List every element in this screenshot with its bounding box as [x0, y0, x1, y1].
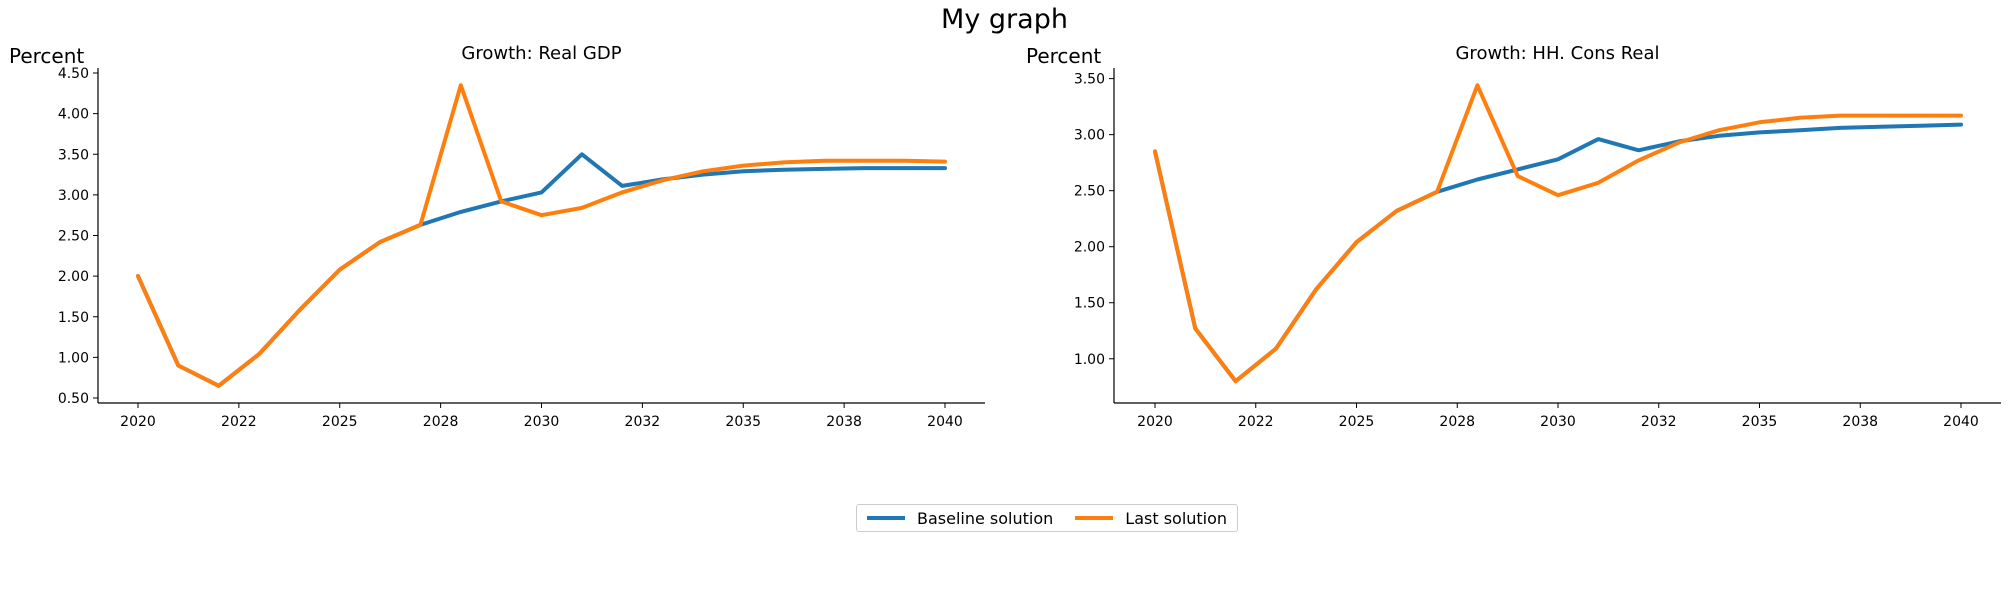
gdp-series-last [136, 83, 947, 388]
cons-ytick-label-5: 3.50 [1074, 72, 1105, 88]
right-chart-title: Growth: HH. Cons Real [1455, 43, 1660, 64]
gdp-xtick-label-2: 2025 [322, 414, 358, 430]
cons-xtick-label-6: 2035 [1742, 414, 1778, 430]
gdp-xtick-label-1: 2022 [221, 414, 257, 430]
cons-ytick-label-3: 2.50 [1074, 184, 1105, 200]
gdp-ytick-label-1: 1.00 [58, 350, 89, 366]
gdp-ytick-label-3: 2.00 [58, 269, 89, 285]
figure-title: My graph [941, 4, 1068, 35]
gdp-ytick-label-4: 2.50 [58, 229, 89, 245]
right-chart-ylabel: Percent [1026, 44, 1102, 68]
legend: Baseline solution Last solution [856, 504, 1239, 532]
cons-series-baseline [1153, 122, 1963, 384]
legend-label-baseline: Baseline solution [917, 508, 1054, 528]
cons-xtick-label-7: 2038 [1842, 414, 1878, 430]
gdp-xtick-label-4: 2030 [524, 414, 560, 430]
gdp-xtick-label-5: 2032 [625, 414, 661, 430]
legend-item-last: Last solution [1075, 509, 1227, 528]
cons-xtick-label-1: 2022 [1238, 414, 1274, 430]
legend-item-baseline: Baseline solution [867, 509, 1053, 528]
gdp-ytick-label-7: 4.00 [58, 107, 89, 123]
gdp-xtick-label-8: 2040 [927, 414, 963, 430]
gdp-xtick-label-7: 2038 [826, 414, 862, 430]
cons-xtick-label-5: 2032 [1641, 414, 1677, 430]
gdp-ytick-label-5: 3.00 [58, 188, 89, 204]
gdp-xtick-label-0: 2020 [120, 414, 156, 430]
cons-xtick-label-3: 2028 [1439, 414, 1475, 430]
cons-xtick-label-0: 2020 [1137, 414, 1173, 430]
gdp-ytick-label-8: 4.50 [58, 66, 89, 82]
cons-ytick-label-4: 3.00 [1074, 128, 1105, 144]
gdp-ytick-label-6: 3.50 [58, 147, 89, 163]
legend-swatch-last [1075, 516, 1114, 520]
cons-xtick-label-2: 2025 [1339, 414, 1375, 430]
legend-label-last: Last solution [1125, 508, 1228, 528]
gdp-xtick-label-3: 2028 [423, 414, 459, 430]
gdp-ytick-label-2: 1.50 [58, 310, 89, 326]
cons-xtick-label-4: 2030 [1540, 414, 1576, 430]
gdp-series-baseline [136, 152, 947, 388]
cons-ytick-label-1: 1.50 [1074, 296, 1105, 312]
gdp-ytick-label-0: 0.50 [58, 391, 89, 407]
left-chart-ylabel: Percent [9, 44, 85, 68]
cons-ytick-label-2: 2.00 [1074, 240, 1105, 256]
left-chart-title: Growth: Real GDP [461, 43, 622, 64]
cons-ytick-label-0: 1.00 [1074, 352, 1105, 368]
legend-swatch-baseline [867, 516, 905, 520]
cons-series-last [1153, 83, 1963, 384]
cons-xtick-label-8: 2040 [1943, 414, 1979, 430]
gdp-xtick-label-6: 2035 [725, 414, 761, 430]
